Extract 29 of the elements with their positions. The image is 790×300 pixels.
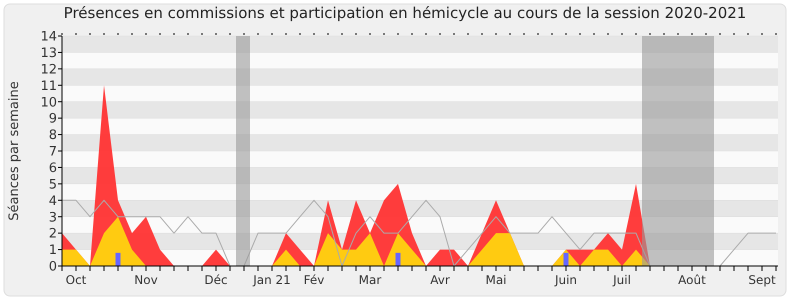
x-tick-label: Sept <box>748 273 776 287</box>
y-tick-label: 3 <box>48 210 57 226</box>
y-tick-label: 14 <box>40 30 57 45</box>
y-tick-label: 7 <box>48 144 57 160</box>
y-axis-title: Séances par semaine <box>7 81 22 221</box>
x-tick-label: Juil <box>612 273 631 287</box>
chart-title: Présences en commissions et participation en hémicycle au cours de la session 2020-2021 <box>64 4 746 22</box>
y-tick-label: 4 <box>48 194 57 209</box>
y-tick-label: 0 <box>48 260 57 275</box>
x-tick-label: Avr <box>430 273 450 287</box>
x-tick-label: Juin <box>554 273 578 287</box>
y-tick-label: 6 <box>48 160 57 176</box>
y-tick-label: 1 <box>48 243 57 258</box>
y-tick-label: 9 <box>48 112 57 127</box>
y-tick-label: 12 <box>40 62 57 78</box>
y-tick-label: 10 <box>40 95 57 110</box>
y-tick-label: 11 <box>40 78 57 94</box>
x-tick-label: Fév <box>304 273 324 287</box>
x-tick-label: Nov <box>134 273 158 287</box>
x-tick-label: Août <box>678 273 706 287</box>
x-tick-label: Déc <box>204 273 228 287</box>
y-tick-label: 2 <box>48 226 57 242</box>
x-tick-label: Mai <box>485 273 507 287</box>
x-tick-label: Jan 21 <box>252 273 291 287</box>
y-tick-label: 5 <box>48 177 57 192</box>
y-tick-label: 8 <box>48 128 57 144</box>
x-tick-label: Mar <box>358 273 382 287</box>
x-tick-label: Oct <box>66 273 87 287</box>
y-tick-label: 13 <box>40 46 57 61</box>
